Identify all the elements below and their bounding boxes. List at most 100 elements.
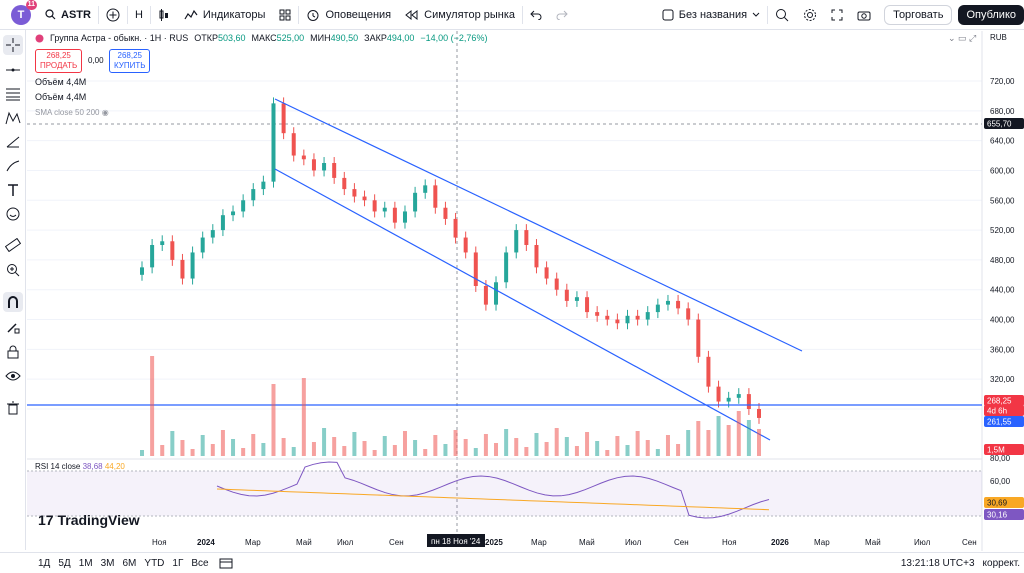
range-button-5[interactable]: YTD [144,557,165,569]
volume-bar [140,450,144,456]
top-toolbar: T 11 ASTR Н Индикаторы Оповещения Симулят… [0,0,1024,30]
user-menu[interactable]: T 11 [0,0,38,30]
eye-icon [5,371,21,381]
y-tick-label: 320,00 [990,375,1015,384]
sma-indicator-legend[interactable]: SMA close 50 200 ◉ [35,108,109,117]
candle-body [635,315,640,320]
pattern-tool[interactable] [3,108,23,128]
range-button-6[interactable]: 1Г [172,557,184,569]
candle-body [676,300,681,309]
trade-button[interactable]: Торговать [884,4,953,25]
projection-tool[interactable] [3,132,23,152]
volume-bar [402,431,407,456]
candle-body [382,207,387,212]
volume-indicator-legend[interactable]: Объём 4,4M [35,77,86,87]
currency-label[interactable]: RUB [990,33,1007,42]
replay-label: Симулятор рынка [424,8,516,21]
indicators-button[interactable]: Индикаторы [177,0,273,30]
redo-button[interactable] [549,0,575,30]
x-tick-label: Сен [389,538,404,547]
horizontal-line-icon [6,68,20,72]
remove-drawings-tool[interactable] [3,398,23,418]
vol-axis-label: 80,00 [990,454,1011,463]
volume-bar [392,445,397,456]
x-tick-label: Мар [531,538,547,547]
volume-indicator-legend-2[interactable]: Объём 4,4M [35,92,86,102]
avatar[interactable]: T 11 [11,0,37,25]
chart-type-button[interactable] [151,0,177,30]
candle-body [241,200,246,212]
range-button-0[interactable]: 1Д [38,557,51,569]
gear-icon [804,8,817,21]
y-tick-label: 400,00 [990,316,1015,325]
sell-button[interactable]: 268,25 ПРОДАТЬ [35,49,83,73]
text-tool[interactable] [3,180,23,200]
zoom-tool[interactable] [3,260,23,280]
brush-icon [6,160,20,172]
trendline-tool[interactable] [3,60,23,80]
range-button-7[interactable]: Все [191,557,209,569]
volume-bar [241,448,246,456]
ruler-tool[interactable] [3,235,23,255]
candle-body [392,207,397,223]
lock-drawing-tool[interactable] [3,317,23,337]
volume-bar [655,449,660,456]
range-button-4[interactable]: 6М [122,557,137,569]
range-button-3[interactable]: 3М [100,557,115,569]
volume-bar [372,450,377,456]
volume-bar [180,440,185,456]
divider [126,5,128,24]
settings-button[interactable] [796,0,824,30]
compare-button[interactable] [99,0,127,30]
volume-bar [686,430,691,456]
rsi-indicator-legend[interactable]: RSI 14 close 38,68 44,20 [35,462,125,471]
time-label[interactable]: 13:21:18 UTC+3 [900,557,975,569]
publish-button[interactable]: Опублико [958,4,1024,25]
rsi-ma-value: 44,20 [104,462,125,471]
templates-button[interactable] [272,0,298,30]
candles-icon [159,8,168,21]
notification-badge: 11 [25,0,37,10]
avatar-letter: T [17,8,25,21]
calendar-range-icon[interactable] [219,557,233,569]
buy-button[interactable]: 268,25 КУПИТЬ [109,49,151,73]
visibility-tool[interactable] [3,366,23,386]
rsi-price-label-bg [984,509,1024,520]
brush-tool[interactable] [3,156,23,176]
snapshot-button[interactable] [850,0,878,30]
collapse-controls[interactable]: ⌄ ▭ ⤢ [948,33,977,43]
indicators-icon [184,9,198,19]
quick-search-button[interactable] [768,0,796,30]
candle-body [585,297,590,313]
volume-bar [736,411,741,456]
layout-name-button[interactable]: Без названия [655,0,767,30]
projection-icon [6,136,20,148]
fullscreen-button[interactable] [824,0,850,30]
emoji-tool[interactable] [3,204,23,224]
volume-bar [200,435,205,456]
magnet-tool[interactable] [3,292,23,312]
volume-bar [170,431,175,456]
range-button-2[interactable]: 1М [78,557,93,569]
alerts-button[interactable]: Оповещения [299,0,398,30]
interval-button[interactable]: Н [128,0,150,30]
price-chart[interactable]: 720,00 680,00 640,00 600,00 560,00 520,00 480,… [27,31,1024,551]
candle-body [615,319,620,324]
volume-bar [635,431,640,456]
candle-body [140,267,144,275]
crosshair-tool[interactable] [3,35,23,55]
candle-body [645,312,650,320]
pencil-lock-icon [7,323,20,334]
y-tick-label: 360,00 [990,345,1015,354]
volume-bar [311,442,316,456]
fib-tool[interactable] [3,84,23,104]
replay-button[interactable]: Симулятор рынка [398,0,522,30]
x-tick-label: Сен [674,538,689,547]
candle-body [473,252,478,286]
range-button-1[interactable]: 5Д [58,557,71,569]
volume-bar [342,446,347,456]
lock-tool[interactable] [3,342,23,362]
adjust-label[interactable]: коррект. [982,557,1020,569]
undo-button[interactable] [523,0,549,30]
symbol-search[interactable]: ASTR [38,0,98,30]
